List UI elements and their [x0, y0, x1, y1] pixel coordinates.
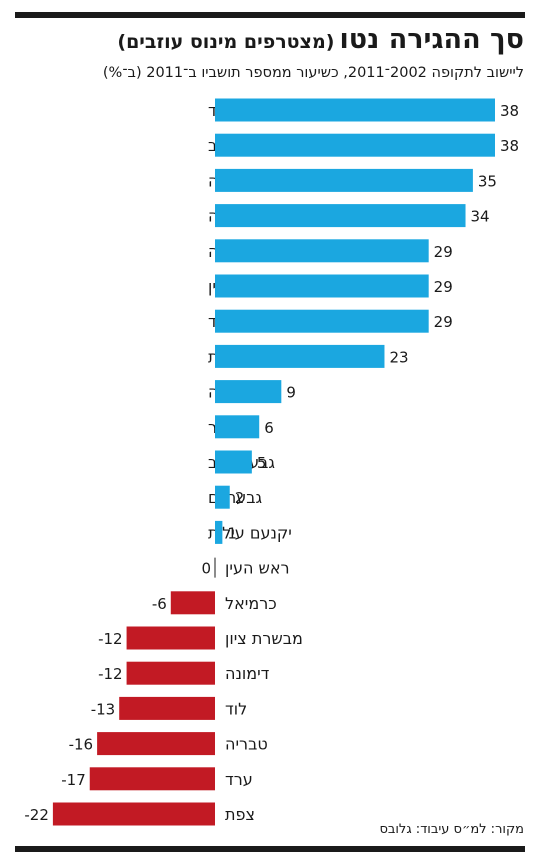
category-label: דימונה	[225, 664, 270, 683]
bar-positive	[215, 485, 230, 509]
value-label: 38	[500, 102, 519, 120]
category-label: מבשרת ציון	[225, 629, 303, 648]
value-label: 29	[434, 278, 453, 296]
category-label: צפת	[225, 805, 255, 824]
bar-positive	[215, 344, 385, 368]
value-label: 35	[478, 172, 497, 190]
value-label: 1	[227, 524, 237, 542]
value-label: 29	[434, 243, 453, 261]
bar-positive	[215, 168, 473, 192]
value-label: 6	[264, 419, 274, 437]
bar-positive	[215, 204, 466, 228]
bar-negative	[89, 767, 215, 791]
value-label: -12	[98, 665, 123, 683]
bar-negative	[97, 732, 215, 756]
category-label: לוד	[225, 699, 247, 718]
bar-positive	[215, 133, 495, 157]
bar-positive	[215, 380, 282, 404]
bar-negative	[126, 626, 215, 650]
value-label: 0	[201, 560, 211, 578]
value-label: -13	[91, 700, 116, 718]
bar-positive	[215, 415, 260, 439]
value-label: 9	[286, 384, 296, 402]
category-label: יקנעם עילית	[208, 523, 292, 542]
bar-positive	[215, 98, 495, 122]
value-label: -6	[152, 595, 167, 613]
value-label: -17	[61, 771, 86, 789]
bar-positive	[215, 274, 429, 298]
bar-positive	[215, 450, 252, 474]
bar-negative	[119, 696, 215, 720]
chart-subtitle: ליישוב לתקופה 2002־2011, כשיעור ממספר תו…	[102, 65, 524, 81]
bar-negative	[170, 591, 215, 615]
value-label: 38	[500, 137, 519, 155]
value-label: 29	[434, 313, 453, 331]
category-label: ערד	[225, 770, 253, 789]
value-label: 34	[471, 208, 490, 226]
value-label: 5	[257, 454, 267, 472]
value-label: 23	[389, 348, 408, 366]
category-label: ראש העין	[225, 559, 290, 578]
chart-title: סך ההגירה נטו (מצטרפים מינוס עוזבים)	[117, 24, 524, 59]
source-note: מקור: למ״ס עיבוד: גלובס	[379, 822, 524, 837]
chart-title-main: סך ההגירה נטו	[339, 24, 524, 55]
category-label: כרמיאל	[225, 594, 277, 613]
value-label: 2	[235, 489, 245, 507]
value-label: -12	[98, 630, 123, 648]
bar-negative	[126, 661, 215, 685]
bottom-rule	[15, 846, 525, 852]
bar-positive	[215, 520, 223, 544]
value-label: -16	[69, 736, 94, 754]
bar-positive	[215, 309, 429, 333]
chart-title-note: (מצטרפים מינוס עוזבים)	[117, 31, 335, 53]
category-label: טבריה	[225, 735, 268, 754]
value-label: -22	[24, 806, 49, 824]
bar-negative	[52, 802, 215, 826]
top-rule	[15, 12, 525, 18]
bar-positive	[215, 239, 429, 263]
